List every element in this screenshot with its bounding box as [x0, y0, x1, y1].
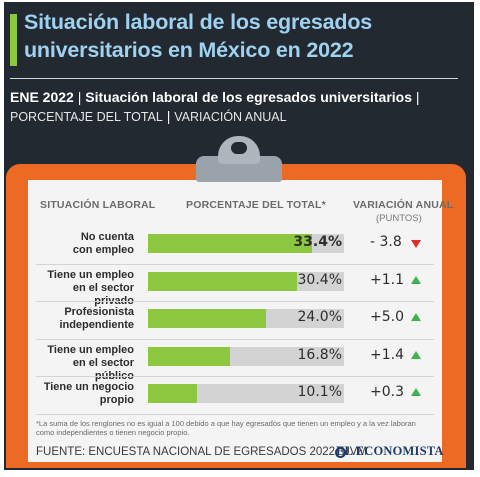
- row-label-line: independiente: [59, 319, 134, 331]
- change-label-4: +0.3: [370, 384, 404, 400]
- row-label-2: Profesionista independiente: [36, 306, 134, 332]
- page-title: Situación laboral de los egresados unive…: [24, 10, 373, 62]
- row-divider: [36, 301, 434, 302]
- row-label-line: con empleo: [72, 244, 134, 256]
- subtitle-metric-1: PORCENTAJE DEL TOTAL: [10, 110, 163, 124]
- row-label-3: Tiene un empleo en el sector público: [36, 344, 134, 383]
- subtitle-separator: |: [166, 108, 171, 124]
- subtitle-period: ENE 2022: [10, 89, 74, 105]
- row-label-line: Tiene un empleo: [47, 268, 134, 281]
- row-label-line: Tiene un negocio: [43, 381, 134, 393]
- column-header-percentage: PORCENTAJE DEL TOTAL*: [186, 199, 326, 211]
- down-arrow-icon: [411, 240, 421, 248]
- subtitle-separator: |: [415, 89, 420, 105]
- subtitle: ENE 2022 | Situación laboral de los egre…: [10, 88, 460, 127]
- row-divider: [36, 376, 434, 377]
- row-divider: [36, 263, 434, 265]
- brand-logo-icon: [335, 447, 346, 458]
- bar-0: [148, 234, 312, 253]
- row-label-4: Tiene un negocio propio: [36, 381, 134, 407]
- column-header-situation: SITUACIÓN LABORAL: [40, 199, 156, 211]
- up-arrow-icon: [411, 313, 421, 321]
- bar-value-label-3: 16.8%: [297, 346, 342, 363]
- change-label-3: +1.4: [370, 346, 404, 363]
- column-subheader-points: (PUNTOS): [376, 213, 422, 224]
- row-label-line: Tiene un empleo: [47, 343, 134, 356]
- row-label-line: en el sector público: [72, 356, 134, 382]
- footnote: *La suma de los renglones no es igual a …: [36, 419, 416, 437]
- bar-2: [148, 309, 266, 328]
- up-arrow-icon: [411, 388, 421, 396]
- row-label-line: propio: [99, 394, 134, 406]
- bar-3: [148, 346, 231, 366]
- row-label-line: No cuenta: [80, 231, 134, 243]
- row-label-line: en el sector privado: [72, 281, 134, 307]
- bar-value-label-1: 30.4%: [297, 271, 342, 288]
- bar-4: [148, 384, 198, 403]
- row-divider: [36, 338, 434, 340]
- change-label-2: +5.0: [370, 309, 404, 325]
- row-divider: [36, 413, 434, 415]
- title-accent-bar: [10, 14, 17, 66]
- up-arrow-icon: [411, 275, 421, 284]
- bar-value-label-4: 10.1%: [297, 384, 342, 400]
- brand-logo: EL ECONOMISTA: [336, 444, 444, 458]
- change-label-1: +1.1: [370, 271, 404, 288]
- row-label-1: Tiene un empleo en el sector privado: [36, 269, 134, 308]
- subtitle-separator: |: [77, 89, 82, 105]
- source-line: FUENTE: ENCUESTA NACIONAL DE EGRESADOS 2…: [36, 446, 368, 458]
- bar-value-label-0: 33.4%: [293, 234, 342, 250]
- bar-1: [148, 271, 297, 291]
- subtitle-metric-2: VARIACIÓN ANUAL: [174, 110, 287, 124]
- bar-value-label-2: 24.0%: [297, 309, 342, 325]
- row-label-0: No cuenta con empleo: [36, 231, 134, 257]
- clipboard-clip-hole: [231, 142, 247, 154]
- title-divider: [10, 78, 458, 79]
- up-arrow-icon: [411, 350, 421, 359]
- change-label-0: - 3.8: [370, 234, 402, 250]
- column-header-change: VARIACIÓN ANUAL: [353, 199, 454, 211]
- subtitle-topic: Situación laboral de los egresados unive…: [85, 89, 413, 105]
- row-label-line: Profesionista: [64, 306, 134, 318]
